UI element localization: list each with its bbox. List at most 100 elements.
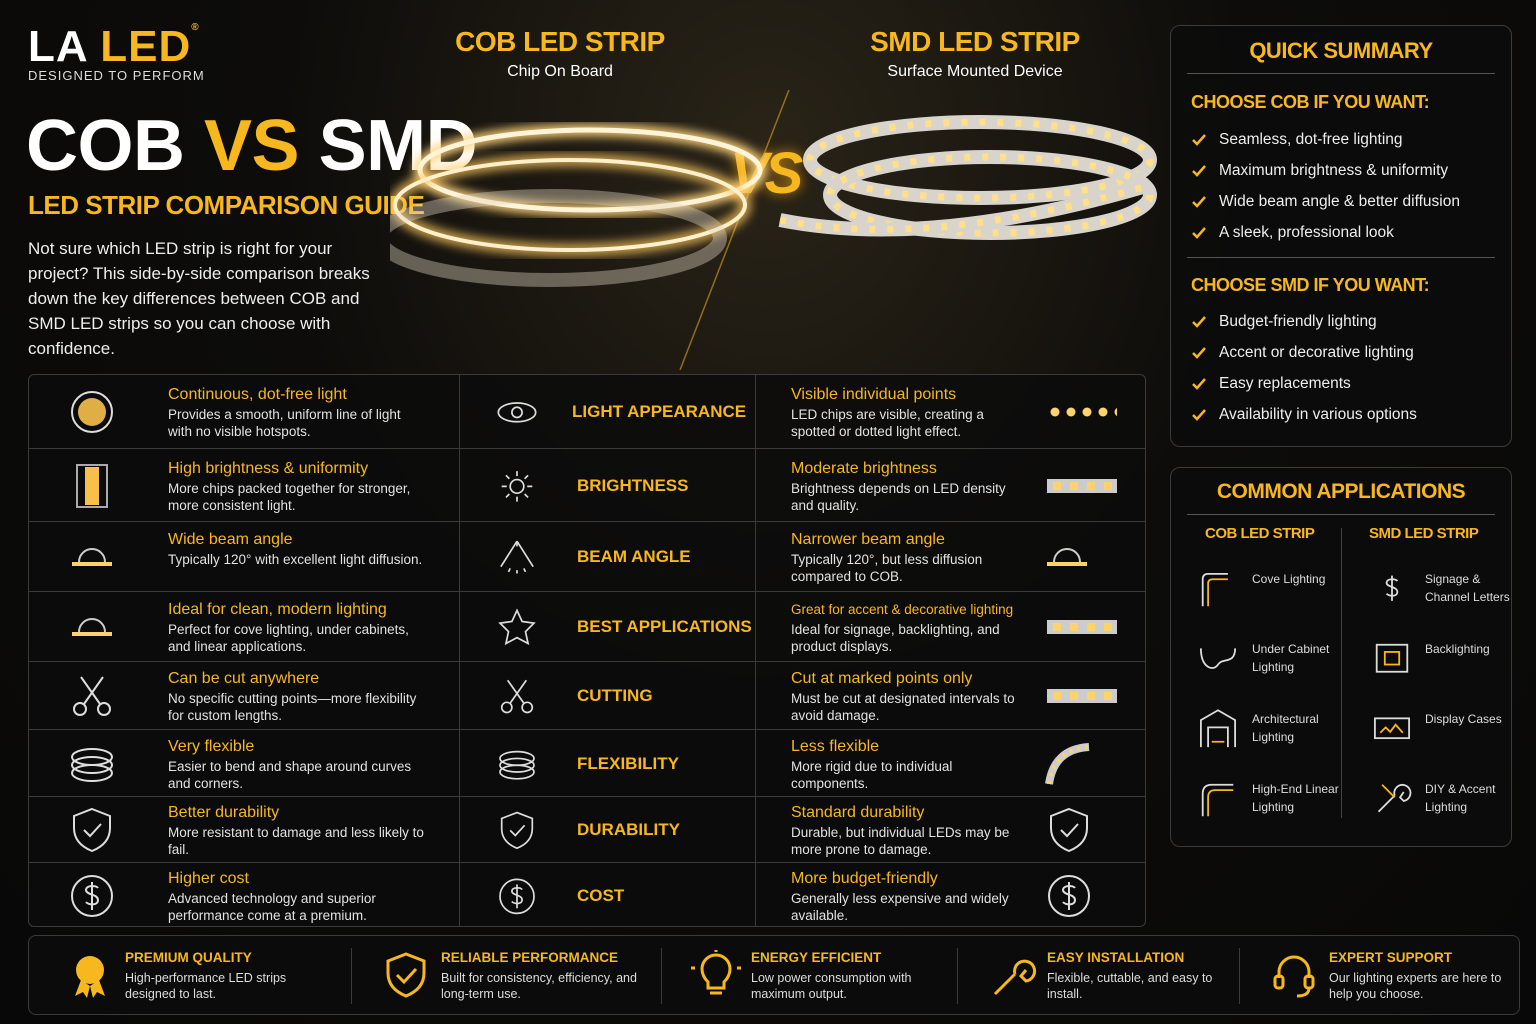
footer-text: High-performance LED strips designed to … [125, 971, 287, 1001]
feature-label: COST [577, 885, 625, 905]
footer-text: Low power consumption with maximum outpu… [751, 971, 912, 1001]
summary-text: Accent or decorative lighting [1219, 343, 1414, 361]
icon-graphic [75, 956, 105, 998]
check-icon [1192, 408, 1206, 421]
icon-graphic [386, 952, 426, 998]
feature-label: FLEXIBILITY [577, 753, 679, 773]
smd-text: Generally less expensive and widely avai… [791, 890, 1009, 923]
smd-hero-subtitle: Surface Mounted Device [887, 63, 1063, 80]
icon-graphic [1201, 783, 1234, 817]
icon [1196, 636, 1241, 686]
cob-text: Easier to bend and shape around curves a… [168, 758, 412, 791]
cob-title: High brightness & uniformity [168, 459, 369, 477]
icon [1196, 566, 1241, 616]
icon-graphic [1047, 620, 1137, 634]
icon-graphic [76, 463, 108, 508]
applications-title: COMMON APPLICATIONS [1216, 480, 1466, 503]
feature-label: BEST APPLICATIONS [577, 617, 752, 636]
cob-cell: Continuous, dot-free light Provides a smo… [168, 385, 428, 440]
icon [67, 387, 117, 442]
icon [1044, 871, 1094, 926]
icon-graphic [1375, 643, 1409, 673]
application-item: Architectural Lighting [1252, 712, 1319, 744]
smd-cell: Narrower beam angle Typically 120°, but l… [791, 530, 1026, 585]
logo-la: LA [28, 22, 88, 71]
smd-cell: More budget-friendly Generally less expen… [791, 869, 1026, 924]
icon [1269, 950, 1319, 1005]
smd-title: Standard durability [791, 804, 925, 821]
icon-graphic [500, 679, 534, 714]
check-icon [1192, 133, 1206, 146]
icon [1196, 706, 1241, 756]
icon-graphic [1385, 575, 1399, 601]
comparison-table: Continuous, dot-free light Provides a smo… [28, 374, 1146, 927]
footer-title: EASY INSTALLATION [1047, 950, 1185, 965]
icon [1370, 566, 1415, 616]
smd-text: More rigid due to individual components. [791, 758, 953, 791]
icon-graphic [73, 807, 111, 853]
icon [1370, 636, 1415, 686]
application-item: Backlighting [1425, 642, 1490, 656]
footer-text: Our lighting experts are here to help yo… [1329, 971, 1502, 1001]
smd-title: Visible individual points [791, 385, 957, 403]
cob-text: Advanced technology and superior perform… [168, 890, 376, 923]
icon [1196, 776, 1241, 826]
icon-graphic [72, 548, 112, 566]
smd-text: Ideal for signage, backlighting, and pro… [791, 622, 1000, 654]
smd-text: LED chips are visible, creating a spotte… [791, 406, 984, 439]
cob-cell: Better durability More resistant to damag… [168, 803, 428, 858]
summary-text: Wide beam angle & better diffusion [1219, 192, 1460, 210]
icon [496, 809, 539, 856]
comparison-row: High brightness & uniformity More chips p… [29, 448, 1146, 521]
check-icon [1192, 315, 1206, 328]
footer-text: Built for consistency, efficiency, and l… [441, 971, 637, 1001]
icon-graphic [993, 959, 1037, 996]
smd-cell: Moderate brightness Brightness depends on… [791, 459, 1026, 514]
smd-cell: Great for accent & decorative lighting Id… [791, 600, 1026, 655]
divider [661, 948, 662, 1004]
feature-label: BRIGHTNESS [577, 475, 689, 495]
smd-cell: Visible individual points LED chips are v… [791, 385, 1026, 440]
cob-title: Can be cut anywhere [168, 670, 320, 687]
icon-graphic [1050, 407, 1124, 416]
logo-mark: ® [191, 22, 200, 33]
icon-graphic [500, 811, 534, 850]
summary-text: Budget-friendly lighting [1219, 312, 1377, 330]
comparison-row: Can be cut anywhere No specific cutting p… [29, 661, 1146, 729]
icon-graphic [73, 676, 111, 716]
subtitle: LED STRIP COMPARISON GUIDE [28, 190, 425, 220]
cob-cell: Higher cost Advanced technology and super… [168, 869, 428, 924]
cob-cell: Ideal for clean, modern lighting Perfect … [168, 600, 428, 655]
icon [1044, 805, 1094, 860]
cob-title: Better durability [168, 804, 280, 821]
icon-graphic [1201, 572, 1228, 607]
smd-text: Must be cut at designated intervals to a… [791, 691, 1015, 723]
summary-item: A sleek, professional look [1191, 217, 1460, 248]
summary-text: Maximum brightness & uniformity [1219, 161, 1449, 179]
icon [67, 871, 117, 926]
icon [65, 950, 115, 1005]
icon [67, 532, 117, 587]
applications: COMMON APPLICATIONS COB LED STRIP SMD LE… [1170, 467, 1512, 847]
comparison-row: Wide beam angle Typically 120° with excel… [29, 521, 1146, 591]
smd-hero-title: SMD LED STRIP [870, 26, 1080, 57]
application-item: Display Cases [1425, 712, 1502, 726]
icon-graphic [499, 878, 535, 914]
footer-title: PREMIUM QUALITY [125, 950, 252, 965]
icon-graphic [1373, 717, 1410, 740]
summary-item: Accent or decorative lighting [1191, 337, 1417, 368]
icon-graphic [71, 874, 113, 917]
application-item: Signage & Channel Letters [1425, 572, 1510, 604]
icon [987, 950, 1037, 1005]
feature-label: BEAM ANGLE [577, 547, 691, 566]
intro: Not sure which LED strip is right for yo… [28, 239, 370, 358]
icon [1027, 532, 1107, 587]
icon [496, 536, 539, 583]
icon [1370, 706, 1415, 756]
cob-text: No specific cutting points—more flexibil… [168, 691, 417, 723]
check-icon [1192, 195, 1206, 208]
icon-graphic [1047, 478, 1137, 493]
summary-cob-heading: CHOOSE COB IF YOU WANT: [1191, 92, 1430, 112]
comparison-row: Higher cost Advanced technology and super… [29, 862, 1146, 927]
icon [1027, 602, 1137, 657]
